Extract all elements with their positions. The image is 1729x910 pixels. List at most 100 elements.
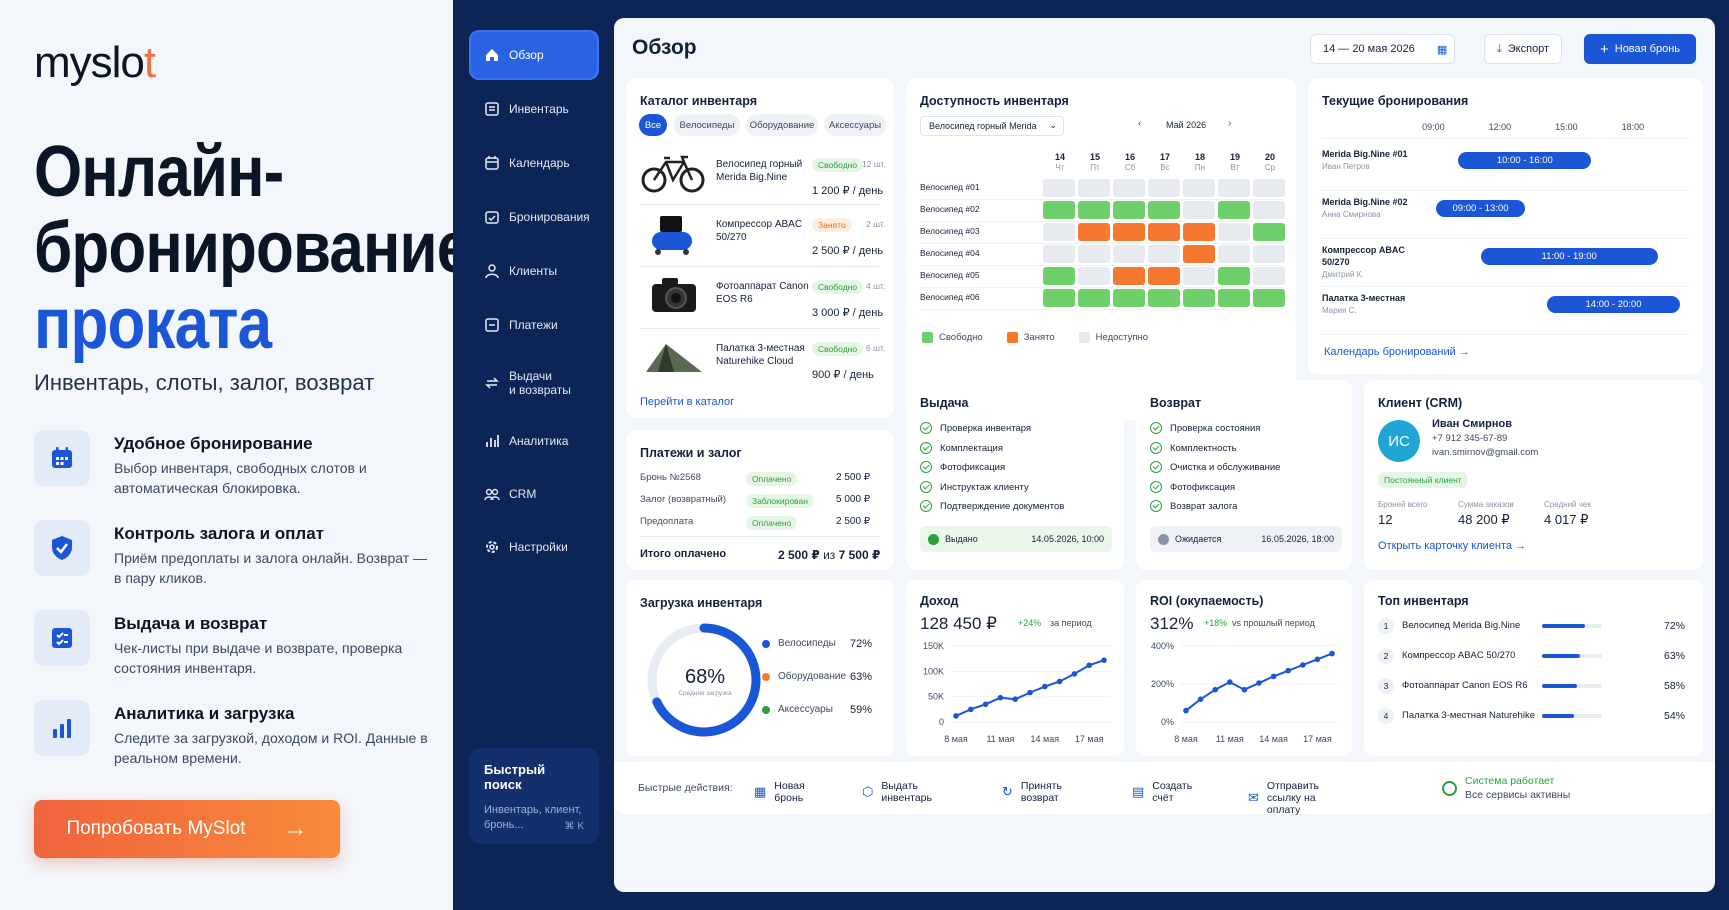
sidebar-item-issues-returns[interactable]: Выдачи и возвраты: [469, 358, 599, 408]
sidebar-item-analytics[interactable]: Аналитика: [469, 416, 599, 466]
slot-cell[interactable]: [1253, 245, 1285, 263]
slot-cell[interactable]: [1078, 245, 1110, 263]
booking-icon: [485, 211, 499, 224]
slot-cell[interactable]: [1113, 179, 1145, 197]
slot-cell[interactable]: [1078, 267, 1110, 285]
slot-cell[interactable]: [1183, 289, 1215, 307]
day-label: 19: [1229, 152, 1240, 162]
slot-cell[interactable]: [1183, 201, 1215, 219]
quick-search[interactable]: Быстрый поиск Инвентарь, клиент, бронь..…: [469, 748, 599, 844]
slot-cell[interactable]: [1043, 201, 1075, 219]
quick-action[interactable]: ⬡ Выдать инвентарь: [862, 780, 932, 804]
issue-card: Выдача Проверка инвентаря Комплектация Фот…: [906, 380, 1124, 570]
bookings-calendar-link[interactable]: Календарь бронирований →: [1324, 346, 1470, 358]
slot-cell[interactable]: [1043, 267, 1075, 285]
sidebar-item-settings[interactable]: Настройки: [469, 522, 599, 572]
catalog-card: Каталог инвентаря Все Велосипеды Оборудо…: [626, 78, 894, 418]
filter-accessories[interactable]: Аксессуары: [824, 114, 886, 136]
slot-cell[interactable]: [1113, 267, 1145, 285]
slot-cell[interactable]: [1218, 289, 1250, 307]
slot-cell[interactable]: [1253, 223, 1285, 241]
slot-cell[interactable]: [1078, 179, 1110, 197]
slot-cell[interactable]: [1253, 267, 1285, 285]
calendar-icon: ▦: [754, 784, 767, 799]
return-card: Возврат Проверка состояния Комплектность О…: [1136, 380, 1352, 570]
roi-chart: 400% 200% 0%8 мая 11 мая 14 мая 17 мая: [1151, 641, 1338, 744]
check-icon: [1150, 422, 1162, 434]
slot-cell[interactable]: [1183, 245, 1215, 263]
slot-cell[interactable]: [1043, 179, 1075, 197]
slot-cell[interactable]: [1183, 179, 1215, 197]
slot-cell[interactable]: [1218, 267, 1250, 285]
x-tick-label: 8 мая: [1174, 734, 1198, 744]
slot-cell[interactable]: [1183, 267, 1215, 285]
slot-cell[interactable]: [1078, 289, 1110, 307]
slot-cell[interactable]: [1253, 289, 1285, 307]
slot-cell[interactable]: [1218, 201, 1250, 219]
sidebar-item-payments[interactable]: Платежи: [469, 300, 599, 350]
data-point: [1270, 673, 1277, 680]
slot-cell[interactable]: [1148, 245, 1180, 263]
filter-equipment[interactable]: Оборудование: [746, 114, 818, 136]
weekday-label: Сб: [1124, 163, 1136, 172]
slot-cell[interactable]: [1183, 223, 1215, 241]
inventory-select[interactable]: Велосипед горный Merida ⌄: [920, 116, 1064, 136]
booking-bar[interactable]: 10:00 - 16:00: [1458, 152, 1592, 169]
legend-label: Велосипеды: [778, 638, 836, 649]
check-icon: [920, 461, 932, 473]
slot-cell[interactable]: [1148, 267, 1180, 285]
slot-cell[interactable]: [1078, 201, 1110, 219]
next-month-button[interactable]: ›: [1228, 118, 1232, 129]
prev-month-button[interactable]: ‹: [1138, 118, 1142, 129]
list-item[interactable]: Палатка 3-местная Naturehike Cloud Свобо…: [626, 328, 894, 388]
series-line: [955, 659, 1105, 717]
slot-cell[interactable]: [1253, 179, 1285, 197]
quick-action[interactable]: ▤ Создать счёт: [1132, 780, 1193, 804]
data-point: [1241, 686, 1248, 693]
x-tick-label: 17 мая: [1075, 734, 1104, 744]
booking-bar[interactable]: 11:00 - 19:00: [1480, 248, 1658, 265]
sidebar-item-calendar[interactable]: Календарь: [469, 138, 599, 188]
filter-all[interactable]: Все: [639, 114, 667, 136]
slot-cell[interactable]: [1113, 245, 1145, 263]
slot-cell[interactable]: [1043, 245, 1075, 263]
slot-cell[interactable]: [1218, 223, 1250, 241]
slot-cell[interactable]: [1148, 223, 1180, 241]
analytics-icon: [486, 435, 499, 447]
quick-action[interactable]: ↻ Принять возврат: [1002, 780, 1062, 804]
slot-cell[interactable]: [1148, 201, 1180, 219]
sidebar-item-crm[interactable]: CRM: [469, 469, 599, 519]
slot-cell[interactable]: [1253, 201, 1285, 219]
booking-bar[interactable]: 14:00 - 20:00: [1547, 296, 1680, 313]
checklist-item: Фотофиксация: [1170, 481, 1236, 493]
compressor-image: [652, 216, 692, 255]
sidebar-item-inventory[interactable]: Инвентарь: [469, 84, 599, 134]
slot-cell[interactable]: [1148, 289, 1180, 307]
quick-action[interactable]: ▦ Новая бронь: [754, 780, 805, 804]
go-to-catalog-link[interactable]: Перейти в каталог: [640, 396, 735, 408]
quick-action[interactable]: ✉ Отправить ссылку на оплату: [1248, 780, 1319, 816]
new-booking-button[interactable]: + Новая бронь: [1584, 34, 1696, 64]
day-label: 16: [1124, 152, 1135, 162]
open-client-card-link[interactable]: Открыть карточку клиента →: [1378, 540, 1527, 552]
list-item[interactable]: Велосипед горный Merida Big.Nine Свободн…: [626, 144, 894, 204]
filter-bikes[interactable]: Велосипеды: [674, 114, 740, 136]
sidebar-item-bookings[interactable]: Бронирования: [469, 192, 599, 242]
slot-cell[interactable]: [1218, 179, 1250, 197]
export-button[interactable]: ⤓ Экспорт: [1484, 34, 1562, 64]
try-myslot-button[interactable]: Попробовать MySlot →: [34, 800, 340, 858]
slot-cell[interactable]: [1218, 245, 1250, 263]
booking-bar[interactable]: 09:00 - 13:00: [1436, 200, 1525, 217]
slot-cell[interactable]: [1113, 289, 1145, 307]
list-item[interactable]: Компрессор ABAC 50/270 Занято 2 шт. 2 50…: [626, 204, 894, 264]
slot-cell[interactable]: [1078, 223, 1110, 241]
slot-cell[interactable]: [1113, 223, 1145, 241]
list-item[interactable]: Фотоаппарат Canon EOS R6 Свободно 4 шт. …: [626, 266, 894, 326]
date-range-picker[interactable]: 14 — 20 мая 2026 ▦: [1310, 34, 1455, 64]
slot-cell[interactable]: [1043, 289, 1075, 307]
slot-cell[interactable]: [1148, 179, 1180, 197]
sidebar-item-clients[interactable]: Клиенты: [469, 246, 599, 296]
slot-cell[interactable]: [1113, 201, 1145, 219]
sidebar-item-overview[interactable]: Обзор: [469, 30, 599, 80]
slot-cell[interactable]: [1043, 223, 1075, 241]
